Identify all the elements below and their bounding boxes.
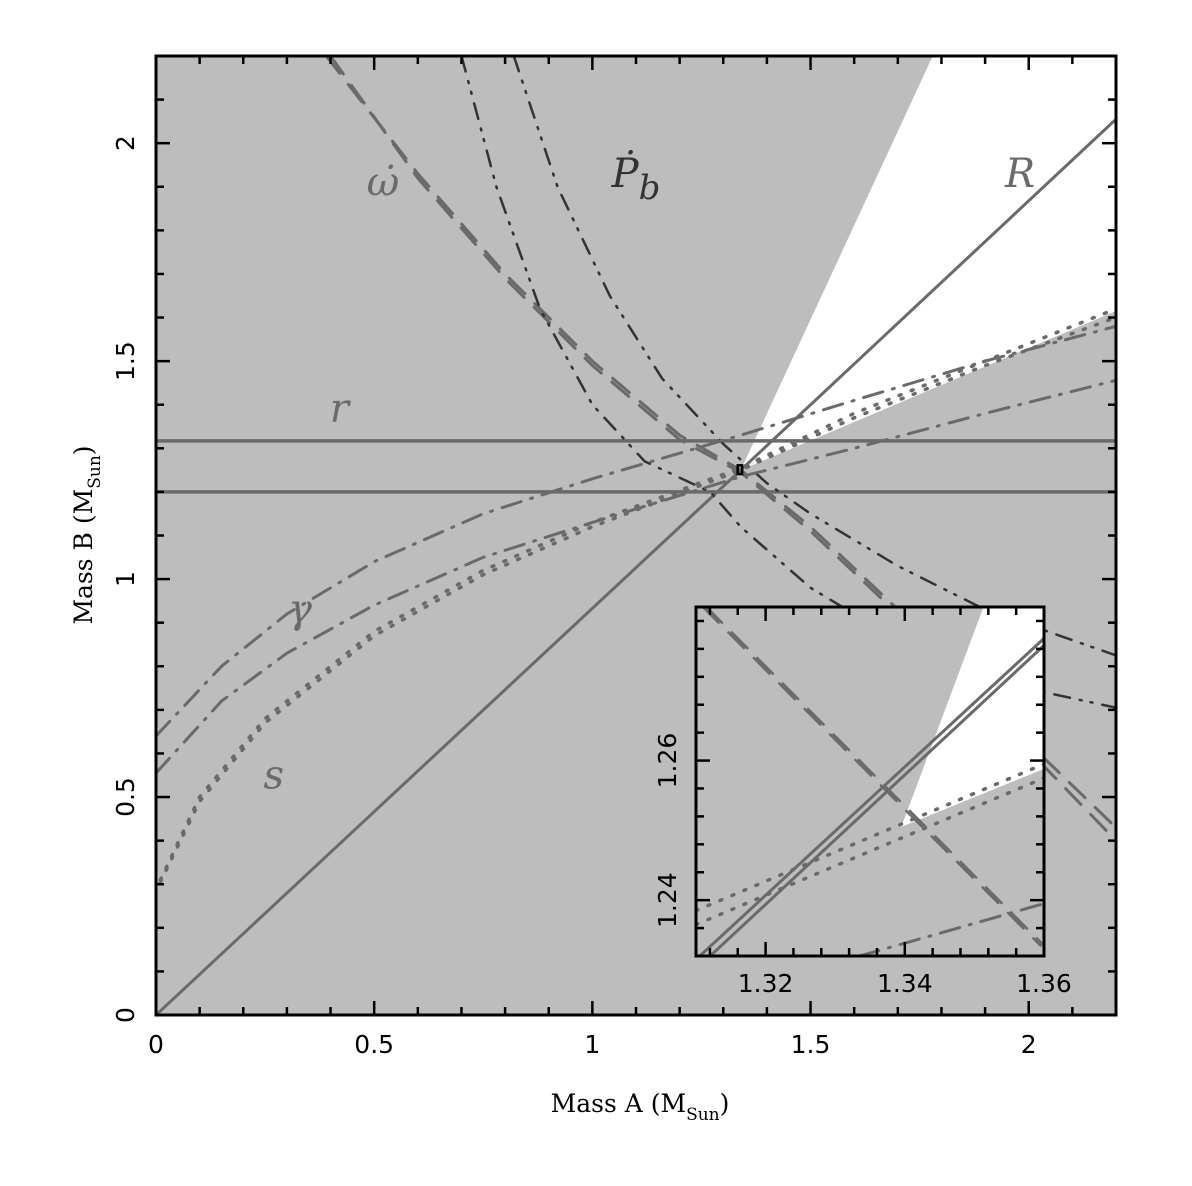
y-axis-title: Mass B (MSun): [69, 445, 105, 624]
curve-pb-dot-2: [512, 56, 1116, 657]
curves: [156, 56, 1116, 1015]
inset-x-tick-label: 1.32: [738, 969, 794, 998]
y-tick-label: 1: [111, 571, 140, 587]
curve-label: ω̇: [367, 159, 400, 205]
plot-frame: [154, 54, 1118, 1017]
curve-gamma: [858, 902, 1044, 956]
inset-zoom-panel: 1.32 1.34 1.36 1.24 1.26: [653, 605, 1072, 998]
y-tick-label: 2: [111, 135, 140, 151]
x-tick-label: 1.5: [791, 1030, 831, 1059]
x-tick-label: 2: [1021, 1030, 1037, 1059]
inset-x-tick-label: 1.34: [877, 969, 933, 998]
x-tick-label: 0.5: [354, 1030, 394, 1059]
x-tick-labels: 0 0.5 1 1.5 2: [148, 1030, 1037, 1059]
curve-label: s: [264, 752, 285, 798]
x-tick-label: 1: [584, 1030, 600, 1059]
curve-s-upper: [696, 762, 1044, 913]
y-tick-labels: 0 0.5 1 1.5 2: [111, 135, 140, 1023]
inset-x-tick-labels: 1.32 1.34 1.36: [738, 969, 1072, 998]
y-tick-label: 0.5: [111, 777, 140, 817]
inset-frame: [694, 605, 1046, 958]
x-axis-title: Mass A (MSun): [551, 1089, 730, 1125]
curve-gamma-upper: [156, 324, 1116, 738]
inset-allowed-region: [901, 607, 1044, 827]
curve-label: R: [1004, 151, 1035, 197]
curve-label: γ: [288, 587, 312, 633]
curve-s-lower: [696, 776, 1044, 927]
curve-r-lower: [707, 643, 1044, 956]
allowed-region: [740, 56, 1116, 471]
zoom-region-box: [736, 464, 744, 476]
inset-x-tick-label: 1.36: [1016, 969, 1072, 998]
inset-y-tick-labels: 1.24 1.26: [653, 733, 682, 928]
curve-omega-dot-upper: [705, 607, 1044, 947]
curve-gamma-lower: [156, 378, 1116, 775]
x-tick-label: 0: [148, 1030, 164, 1059]
inset-y-tick-label: 1.26: [653, 733, 682, 789]
y-tick-label: 1.5: [111, 341, 140, 381]
y-tick-label: 0: [111, 1007, 140, 1023]
curve-s-upper: [158, 307, 1116, 882]
inset-curves: [696, 607, 1044, 956]
curve-r-upper: [697, 636, 1044, 956]
inset-y-tick-label: 1.24: [653, 872, 682, 928]
curve-omega-dot-lower: [701, 607, 1042, 947]
curve-label: r: [330, 386, 352, 432]
